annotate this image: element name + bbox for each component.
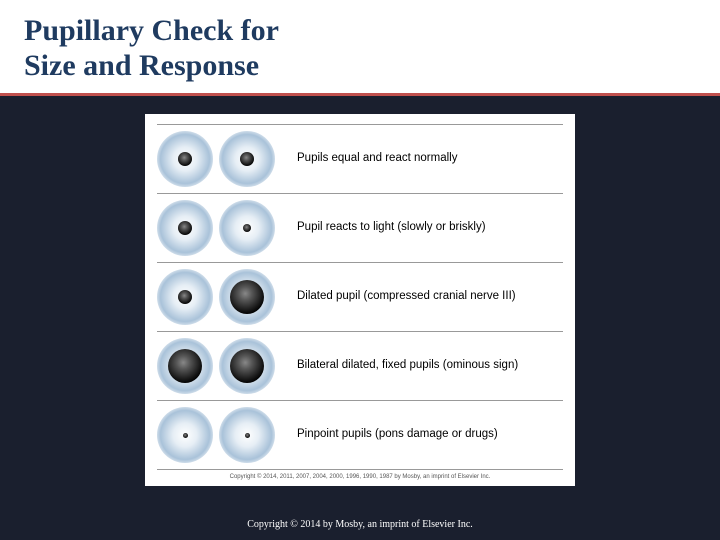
pupil-right (230, 280, 264, 314)
pupil-left (178, 221, 192, 235)
pupil-right (240, 152, 254, 166)
footer-copyright: Copyright © 2014 by Mosby, an imprint of… (0, 519, 720, 530)
pupil-right (230, 349, 264, 383)
eye-pair (157, 131, 283, 187)
eye-left (157, 407, 213, 463)
row-label: Dilated pupil (compressed cranial nerve … (283, 290, 516, 304)
row-label: Pupils equal and react normally (283, 152, 457, 166)
pupil-left (183, 433, 188, 438)
eye-pair (157, 269, 283, 325)
pupil-diagram-panel: Pupils equal and react normally Pupil re… (145, 114, 575, 486)
pupil-row: Pupil reacts to light (slowly or briskly… (157, 194, 563, 263)
eye-right (219, 269, 275, 325)
pupil-left (168, 349, 202, 383)
slide-title: Pupillary Check for Size and Response (24, 14, 696, 83)
row-label: Pinpoint pupils (pons damage or drugs) (283, 428, 498, 442)
diagram-copyright: Copyright © 2014, 2011, 2007, 2004, 2000… (157, 470, 563, 480)
eye-right (219, 338, 275, 394)
title-area: Pupillary Check for Size and Response (0, 0, 720, 96)
pupil-left (178, 152, 192, 166)
pupil-row: Pupils equal and react normally (157, 124, 563, 194)
eye-left (157, 338, 213, 394)
eye-left (157, 200, 213, 256)
pupil-row: Pinpoint pupils (pons damage or drugs) (157, 401, 563, 470)
pupil-left (178, 290, 192, 304)
eye-left (157, 131, 213, 187)
eye-left (157, 269, 213, 325)
pupil-right (243, 224, 251, 232)
eye-pair (157, 200, 283, 256)
title-line-1: Pupillary Check for (24, 14, 279, 47)
eye-right (219, 131, 275, 187)
eye-right (219, 200, 275, 256)
row-label: Pupil reacts to light (slowly or briskly… (283, 221, 486, 235)
eye-pair (157, 407, 283, 463)
eye-pair (157, 338, 283, 394)
pupil-right (245, 433, 250, 438)
eye-right (219, 407, 275, 463)
title-line-2: Size and Response (24, 49, 259, 82)
pupil-row: Dilated pupil (compressed cranial nerve … (157, 263, 563, 332)
row-label: Bilateral dilated, fixed pupils (ominous… (283, 359, 518, 373)
pupil-row: Bilateral dilated, fixed pupils (ominous… (157, 332, 563, 401)
